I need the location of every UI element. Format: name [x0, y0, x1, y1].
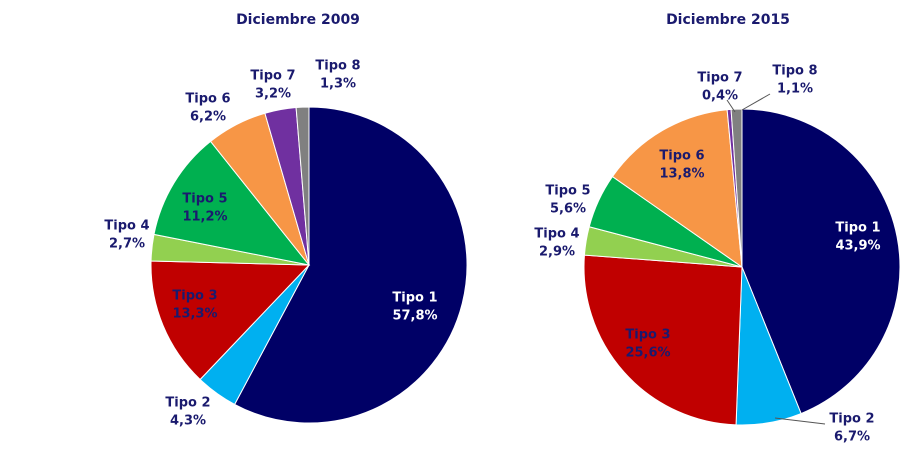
slice-value-label: 13,8% [659, 167, 704, 182]
slice-value-label: 25,6% [625, 346, 670, 361]
pie-slice [295, 106, 310, 266]
slice-value-label: 1,3% [320, 77, 356, 92]
pie-slice [233, 106, 468, 424]
slice-value-label: 57,8% [392, 309, 437, 324]
leader-line [726, 99, 736, 113]
slice-value-label: 13,3% [172, 307, 217, 322]
leader-line [741, 93, 771, 111]
slice-value-label: 0,4% [702, 89, 738, 104]
slice-label: Tipo 1 [835, 221, 880, 236]
slice-label: Tipo 8 [772, 64, 817, 79]
slice-label: Tipo 3 [625, 328, 670, 343]
leader-line [774, 417, 826, 425]
slice-label: Tipo 2 [165, 396, 210, 411]
pie-slice [611, 109, 743, 269]
pie-slice [730, 108, 743, 268]
slice-label: Tipo 6 [185, 92, 230, 107]
slice-label: Tipo 6 [659, 149, 704, 164]
slice-value-label: 5,6% [550, 202, 586, 217]
pie-slice [150, 260, 311, 381]
pie-slice [583, 254, 743, 426]
slice-label: Tipo 5 [545, 184, 590, 199]
slice-label: Tipo 7 [697, 71, 742, 86]
chart-title: Diciembre 2009 [236, 12, 360, 28]
slice-value-label: 11,2% [182, 210, 227, 225]
slice-label: Tipo 2 [829, 412, 874, 427]
slice-value-label: 2,9% [539, 245, 575, 260]
pie-slice [741, 108, 901, 415]
slice-value-label: 3,2% [255, 87, 291, 102]
slice-label: Tipo 1 [392, 291, 437, 306]
slice-value-label: 2,7% [109, 237, 145, 252]
slice-label: Tipo 3 [172, 289, 217, 304]
slice-value-label: 4,3% [170, 414, 206, 429]
slice-value-label: 1,1% [777, 82, 813, 97]
chart-title: Diciembre 2015 [666, 12, 790, 28]
slice-value-label: 6,2% [190, 110, 226, 125]
slice-label: Tipo 4 [104, 219, 149, 234]
pie-slice [153, 140, 311, 266]
slice-value-label: 43,9% [835, 239, 880, 254]
slice-label: Tipo 7 [250, 69, 295, 84]
slice-value-label: 6,7% [834, 430, 870, 445]
slice-label: Tipo 8 [315, 59, 360, 74]
slice-label: Tipo 5 [182, 192, 227, 207]
slice-label: Tipo 4 [534, 227, 579, 242]
